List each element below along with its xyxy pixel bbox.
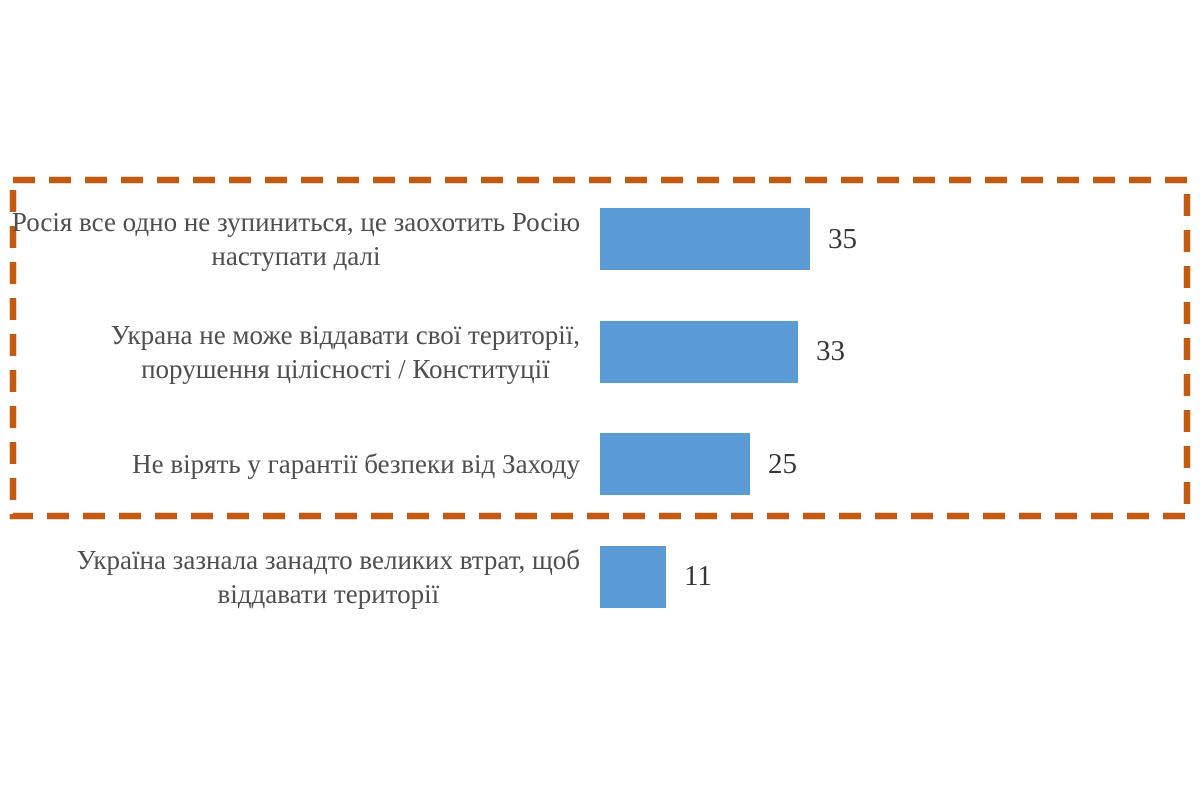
bar: [600, 433, 750, 496]
category-label: Росія все одно не зупиниться, це заохоти…: [11, 207, 580, 272]
bar-chart: Росія все одно не зупиниться, це заохоти…: [0, 183, 1200, 633]
value-label: 11: [684, 560, 712, 593]
category-label: Україна зазнала занадто великих втрат, щ…: [76, 544, 580, 609]
bar: [600, 545, 666, 608]
category-label-cell: Не вірять у гарантії безпеки від Заходу: [0, 447, 580, 481]
value-label: 25: [768, 447, 797, 480]
chart-row: Украна не може віддавати свої території,…: [0, 296, 1200, 409]
category-label: Не вірять у гарантії безпеки від Заходу: [132, 449, 580, 480]
category-label-cell: Украна не може віддавати свої території,…: [0, 318, 580, 386]
category-label-cell: Росія все одно не зупиниться, це заохоти…: [0, 205, 580, 273]
bar: [600, 208, 810, 271]
chart-row: Росія все одно не зупиниться, це заохоти…: [0, 183, 1200, 296]
chart-row: Не вірять у гарантії безпеки від Заходу …: [0, 408, 1200, 521]
category-label: Украна не може віддавати свої території,…: [110, 319, 580, 384]
chart-row: Україна зазнала занадто великих втрат, щ…: [0, 521, 1200, 634]
bar: [600, 320, 798, 383]
category-label-cell: Україна зазнала занадто великих втрат, щ…: [0, 543, 580, 611]
value-label: 33: [816, 335, 845, 368]
value-label: 35: [828, 222, 857, 255]
